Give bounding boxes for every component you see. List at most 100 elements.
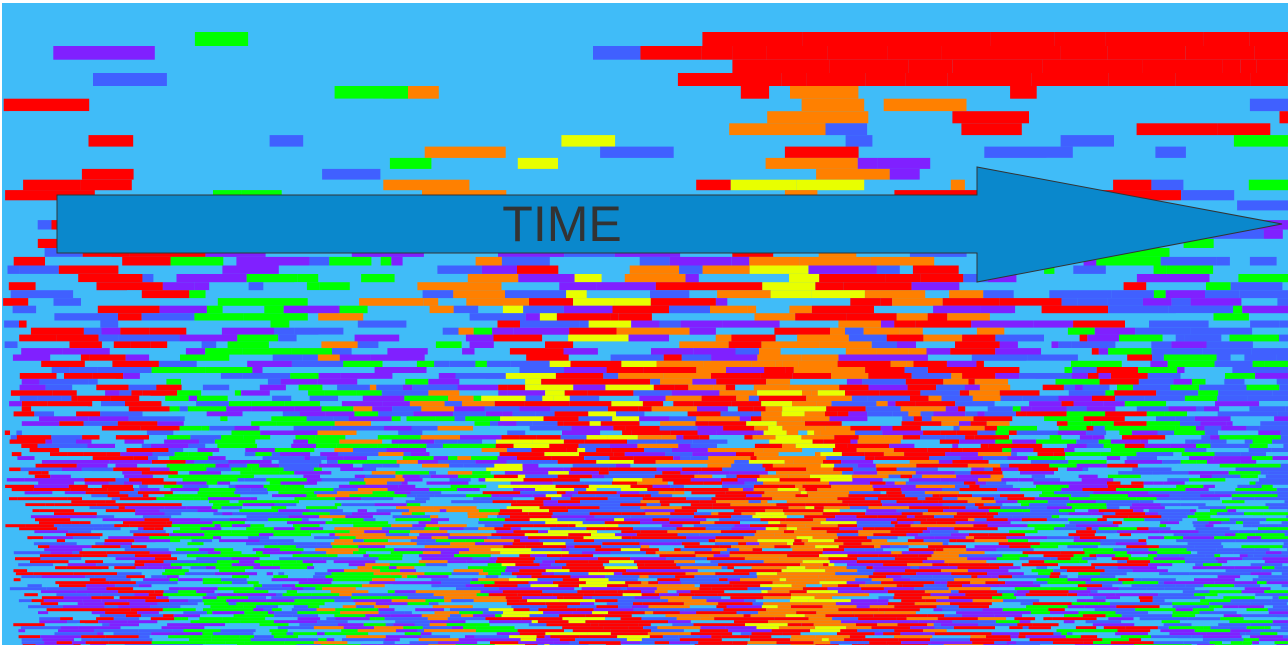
stripe xyxy=(1116,605,1160,609)
stripe xyxy=(124,439,144,444)
stripe xyxy=(10,290,74,299)
stripe xyxy=(316,494,350,498)
stripe xyxy=(255,578,272,582)
stripe xyxy=(922,416,932,422)
stripe xyxy=(203,542,246,546)
stripe xyxy=(449,463,464,468)
stripe xyxy=(896,509,928,513)
stripe xyxy=(52,491,65,495)
stripe xyxy=(17,497,39,501)
stripe xyxy=(357,566,365,570)
stripe xyxy=(1071,373,1088,379)
stripe xyxy=(777,605,791,609)
stripe xyxy=(562,566,605,570)
stripe xyxy=(828,563,835,567)
stripe xyxy=(149,354,181,361)
stripe xyxy=(545,494,562,498)
stripe xyxy=(1148,575,1177,579)
stripe xyxy=(246,518,269,522)
stripe xyxy=(957,497,982,501)
stripe xyxy=(802,390,811,396)
stripe xyxy=(1251,524,1266,528)
stripe xyxy=(201,425,210,431)
stripe xyxy=(119,629,139,633)
stripe xyxy=(822,512,866,516)
stripe xyxy=(297,611,341,615)
stripe xyxy=(1160,629,1195,633)
stripe xyxy=(1232,421,1261,426)
stripe xyxy=(1240,474,1258,479)
stripe xyxy=(928,614,945,618)
stripe xyxy=(426,367,437,373)
stripe xyxy=(872,484,916,488)
stripe xyxy=(1214,491,1237,495)
stripe xyxy=(383,179,470,191)
stripe xyxy=(478,578,509,582)
stripe xyxy=(905,481,950,485)
stripe xyxy=(872,566,911,570)
stripe xyxy=(324,632,369,636)
stripe xyxy=(410,539,426,543)
stripe xyxy=(1200,421,1227,426)
stripe xyxy=(240,298,308,306)
stripe xyxy=(637,503,647,507)
stripe xyxy=(610,551,646,555)
stripe xyxy=(510,515,552,519)
stripe xyxy=(550,406,590,412)
stripe xyxy=(199,617,223,621)
stripe xyxy=(1208,521,1222,525)
stripe xyxy=(1207,460,1241,464)
stripe xyxy=(883,632,901,636)
stripe xyxy=(1203,484,1215,488)
stripe xyxy=(669,521,701,525)
stripe xyxy=(272,395,292,401)
stripe xyxy=(888,602,915,606)
stripe xyxy=(395,620,430,624)
stripe xyxy=(280,452,311,457)
stripe xyxy=(795,608,839,612)
stripe xyxy=(1281,521,1288,525)
stripe xyxy=(20,578,55,582)
stripe xyxy=(595,494,621,498)
stripe xyxy=(1148,527,1171,531)
stripe xyxy=(1236,509,1270,513)
stripe xyxy=(622,593,642,597)
stripe xyxy=(1222,59,1241,73)
stripe xyxy=(927,448,951,453)
stripe xyxy=(703,360,752,367)
stripe xyxy=(20,590,34,594)
stripe xyxy=(1272,542,1284,546)
stripe xyxy=(1246,608,1255,612)
stripe xyxy=(1031,73,1109,86)
stripe xyxy=(96,563,135,567)
stripe xyxy=(317,632,325,636)
stripe xyxy=(26,320,42,328)
stripe xyxy=(650,290,690,299)
stripe xyxy=(115,584,139,588)
stripe xyxy=(438,641,478,645)
stripe xyxy=(978,367,1020,373)
stripe xyxy=(644,448,672,453)
stripe xyxy=(83,327,102,335)
stripe xyxy=(291,348,332,355)
stripe xyxy=(1234,578,1253,582)
stripe xyxy=(244,500,280,504)
stripe xyxy=(876,401,888,407)
stripe xyxy=(1039,494,1072,498)
stripe xyxy=(1029,590,1069,594)
stripe xyxy=(1135,608,1176,612)
stripe xyxy=(63,406,88,412)
stripe xyxy=(989,509,1023,513)
stripe xyxy=(896,617,907,621)
stripe xyxy=(425,539,436,543)
stripe xyxy=(873,572,917,576)
stripe xyxy=(996,548,1034,552)
stripe xyxy=(319,515,346,519)
stripe xyxy=(804,542,844,546)
stripe xyxy=(735,452,754,457)
stripe xyxy=(280,481,318,485)
stripe xyxy=(995,334,1044,342)
stripe xyxy=(37,220,52,230)
stripe xyxy=(334,527,359,531)
stripe xyxy=(356,390,382,396)
